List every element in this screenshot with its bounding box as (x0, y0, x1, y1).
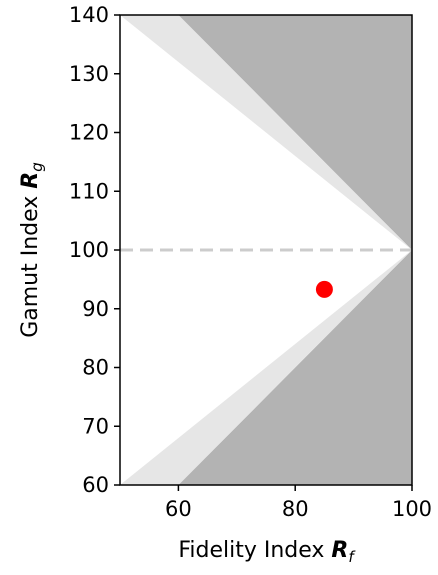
x-tick-label-60: 60 (165, 497, 192, 521)
shaded-region-1 (178, 15, 412, 485)
x-tick-label-80: 80 (282, 497, 309, 521)
y-tick-label-130: 130 (69, 62, 109, 86)
shaded-region-2 (120, 15, 412, 485)
y-tick-label-80: 80 (82, 356, 109, 380)
y-tick-label-90: 90 (82, 297, 109, 321)
data-point-1 (315, 280, 333, 298)
y-tick-label-100: 100 (69, 238, 109, 262)
x-tick-label-100: 100 (392, 497, 432, 521)
y-tick-label-60: 60 (82, 473, 109, 497)
y-axis-label: Gamut Index Rg (18, 162, 46, 338)
y-tick-label-70: 70 (82, 414, 109, 438)
y-tick-label-110: 110 (69, 179, 109, 203)
x-axis-label: Fidelity Index Rf (178, 538, 356, 566)
y-tick-label-140: 140 (69, 3, 109, 27)
y-tick-label-120: 120 (69, 121, 109, 145)
